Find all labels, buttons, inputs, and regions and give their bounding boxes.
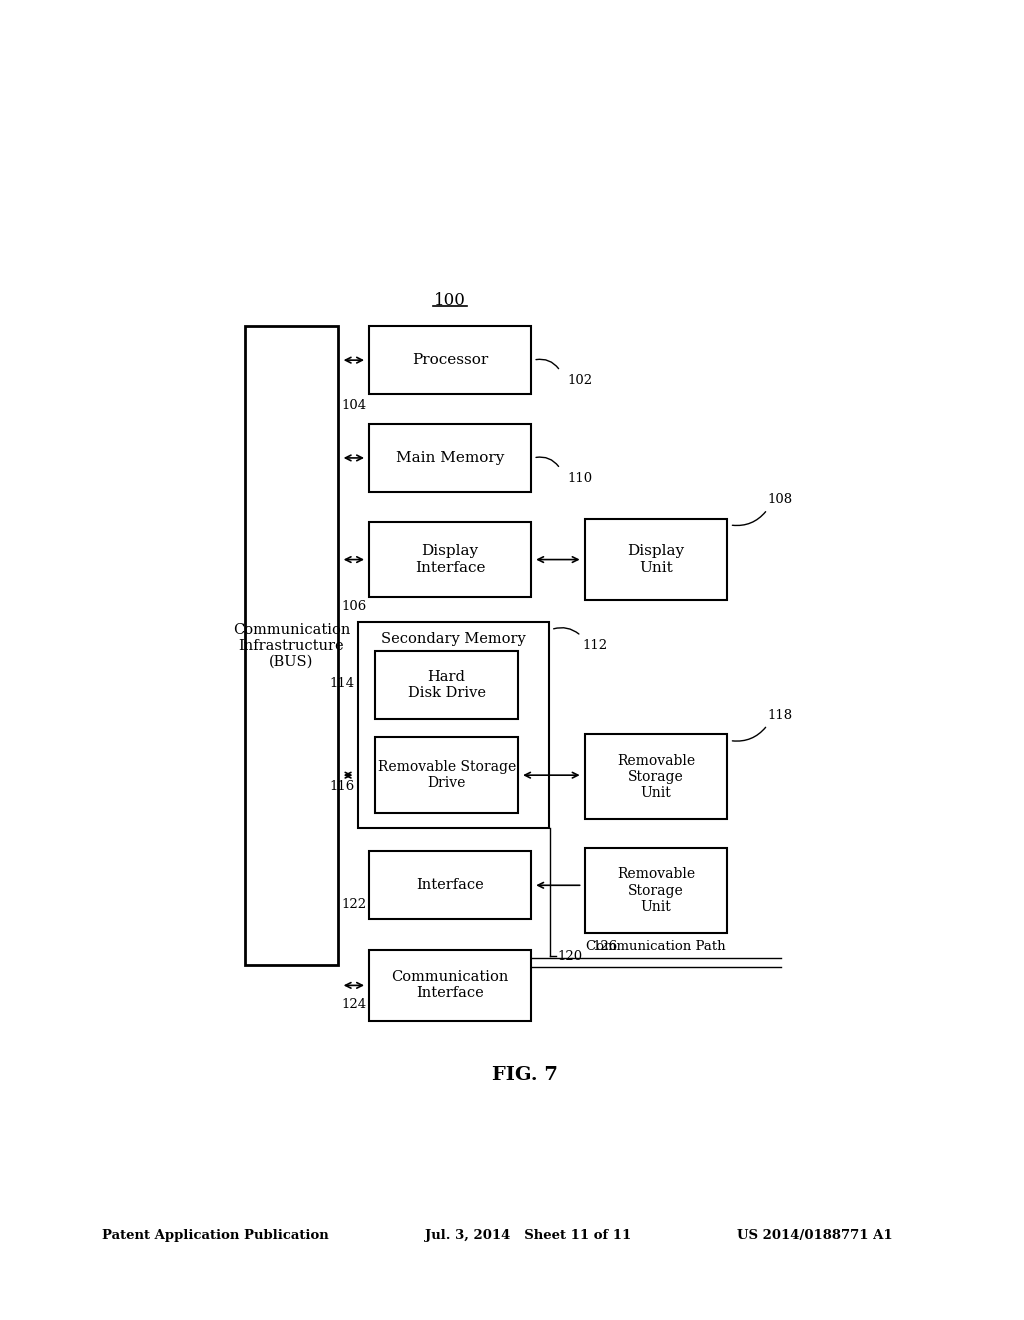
- Text: Processor: Processor: [412, 354, 488, 367]
- Text: Display
Interface: Display Interface: [415, 544, 485, 574]
- Text: Hard
Disk Drive: Hard Disk Drive: [408, 671, 485, 700]
- Text: Communication Path: Communication Path: [587, 940, 726, 953]
- Text: Secondary Memory: Secondary Memory: [381, 632, 525, 645]
- Text: 100: 100: [434, 292, 466, 309]
- Text: FIG. 7: FIG. 7: [492, 1065, 558, 1084]
- Text: 108: 108: [767, 494, 793, 507]
- Text: Interface: Interface: [416, 878, 484, 892]
- Bar: [376, 738, 518, 813]
- Text: 120: 120: [558, 949, 583, 962]
- Text: 102: 102: [568, 374, 593, 387]
- Bar: [585, 734, 727, 818]
- Text: Communication
Infrastructure
(BUS): Communication Infrastructure (BUS): [232, 623, 350, 669]
- Bar: [370, 326, 531, 395]
- Text: 110: 110: [568, 471, 593, 484]
- Text: Patent Application Publication: Patent Application Publication: [102, 1229, 329, 1242]
- Bar: [585, 519, 727, 601]
- Bar: [357, 622, 549, 829]
- Text: 122: 122: [342, 898, 367, 911]
- Text: Removable Storage
Drive: Removable Storage Drive: [378, 760, 516, 791]
- Text: Removable
Storage
Unit: Removable Storage Unit: [617, 867, 695, 913]
- Text: 116: 116: [330, 780, 354, 793]
- Text: Communication
Interface: Communication Interface: [391, 970, 509, 1001]
- Bar: [245, 326, 339, 965]
- Text: 114: 114: [330, 677, 354, 690]
- Bar: [370, 521, 531, 597]
- Bar: [585, 849, 727, 933]
- Text: 112: 112: [583, 639, 607, 652]
- Text: 106: 106: [342, 601, 367, 614]
- Text: 104: 104: [342, 399, 367, 412]
- Text: US 2014/0188771 A1: US 2014/0188771 A1: [737, 1229, 893, 1242]
- Bar: [376, 651, 518, 719]
- Text: Display
Unit: Display Unit: [628, 544, 685, 574]
- Text: 118: 118: [767, 709, 793, 722]
- Bar: [370, 424, 531, 492]
- Text: Main Memory: Main Memory: [396, 451, 504, 465]
- Text: Jul. 3, 2014   Sheet 11 of 11: Jul. 3, 2014 Sheet 11 of 11: [425, 1229, 631, 1242]
- Bar: [370, 950, 531, 1020]
- Text: 126: 126: [593, 940, 617, 953]
- Text: 124: 124: [342, 998, 367, 1011]
- Bar: [370, 851, 531, 919]
- Text: Removable
Storage
Unit: Removable Storage Unit: [617, 754, 695, 800]
